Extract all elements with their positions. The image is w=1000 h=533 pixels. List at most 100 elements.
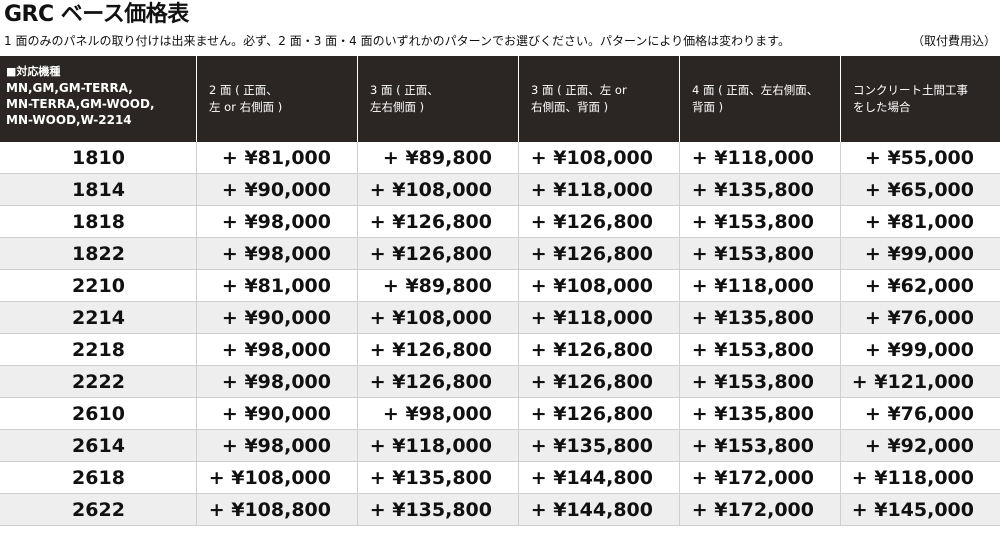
model-cell: 1810 xyxy=(0,142,196,174)
header-line: コンクリート土間工事 xyxy=(853,83,968,97)
header-concrete: コンクリート土間工事 をした場合 xyxy=(840,56,1000,142)
table-row: 2218 + ¥98,000 + ¥126,800 + ¥126,800 + ¥153,… xyxy=(0,334,1000,366)
price-3-faces-lr: + ¥126,800 xyxy=(357,206,518,238)
header-models-line: MN,GM,GM-TERRA, xyxy=(6,81,133,95)
header-row: ■対応機種 MN,GM,GM-TERRA, MN-TERRA,GM-WOOD, … xyxy=(0,56,1000,142)
model-cell: 2614 xyxy=(0,430,196,462)
price-4-faces: + ¥118,000 xyxy=(679,142,840,174)
price-3-faces-back: + ¥144,800 xyxy=(518,494,679,526)
table-row: 2222 + ¥98,000 + ¥126,800 + ¥126,800 + ¥153,… xyxy=(0,366,1000,398)
price-concrete: + ¥62,000 xyxy=(840,270,1000,302)
price-3-faces-back: + ¥118,000 xyxy=(518,174,679,206)
price-2-faces: + ¥90,000 xyxy=(196,174,357,206)
price-concrete: + ¥76,000 xyxy=(840,398,1000,430)
price-3-faces-lr: + ¥135,800 xyxy=(357,462,518,494)
header-3-faces-back: 3 面 ( 正面、左 or 右側面、背面 ) xyxy=(518,56,679,142)
price-concrete: + ¥145,000 xyxy=(840,494,1000,526)
price-4-faces: + ¥153,800 xyxy=(679,238,840,270)
price-concrete: + ¥76,000 xyxy=(840,302,1000,334)
price-concrete: + ¥65,000 xyxy=(840,174,1000,206)
price-2-faces: + ¥108,800 xyxy=(196,494,357,526)
price-2-faces: + ¥81,000 xyxy=(196,270,357,302)
table-row: 1818 + ¥98,000 + ¥126,800 + ¥126,800 + ¥153,… xyxy=(0,206,1000,238)
price-3-faces-back: + ¥126,800 xyxy=(518,398,679,430)
price-4-faces: + ¥135,800 xyxy=(679,302,840,334)
price-2-faces: + ¥108,000 xyxy=(196,462,357,494)
price-4-faces: + ¥153,800 xyxy=(679,366,840,398)
header-line: 2 面 ( 正面、 xyxy=(209,83,278,97)
price-3-faces-back: + ¥126,800 xyxy=(518,238,679,270)
price-3-faces-back: + ¥126,800 xyxy=(518,334,679,366)
note-tax-label: （取付費用込） xyxy=(911,34,996,48)
price-concrete: + ¥81,000 xyxy=(840,206,1000,238)
model-cell: 1818 xyxy=(0,206,196,238)
page-title: GRC ベース価格表 xyxy=(4,2,189,27)
model-cell: 2618 xyxy=(0,462,196,494)
price-4-faces: + ¥153,800 xyxy=(679,430,840,462)
model-cell: 2610 xyxy=(0,398,196,430)
model-cell: 2222 xyxy=(0,366,196,398)
price-2-faces: + ¥98,000 xyxy=(196,334,357,366)
model-cell: 1814 xyxy=(0,174,196,206)
table-row: 1822 + ¥98,000 + ¥126,800 + ¥126,800 + ¥153,… xyxy=(0,238,1000,270)
header-line: 左 or 右側面 ) xyxy=(209,100,283,114)
price-4-faces: + ¥153,800 xyxy=(679,334,840,366)
price-2-faces: + ¥98,000 xyxy=(196,238,357,270)
price-concrete: + ¥55,000 xyxy=(840,142,1000,174)
model-cell: 2210 xyxy=(0,270,196,302)
price-4-faces: + ¥118,000 xyxy=(679,270,840,302)
price-2-faces: + ¥98,000 xyxy=(196,366,357,398)
header-line: 左右側面 ) xyxy=(370,100,425,114)
model-cell: 2218 xyxy=(0,334,196,366)
table-row: 2614 + ¥98,000 + ¥118,000 + ¥135,800 + ¥153,… xyxy=(0,430,1000,462)
price-3-faces-lr: + ¥126,800 xyxy=(357,238,518,270)
header-line: 4 面 ( 正面、左右側面、 xyxy=(692,83,819,97)
price-2-faces: + ¥98,000 xyxy=(196,206,357,238)
price-3-faces-back: + ¥126,800 xyxy=(518,206,679,238)
model-cell: 1822 xyxy=(0,238,196,270)
note-main: 1 面のみのパネルの取り付けは出来ません。必ず、2 面・3 面・4 面のいずれか… xyxy=(4,34,790,48)
table-row: 2622 + ¥108,800 + ¥135,800 + ¥144,800 + ¥172… xyxy=(0,494,1000,526)
header-models-label: ■対応機種 xyxy=(6,65,61,78)
table-row: 2210 + ¥81,000 + ¥89,800 + ¥108,000 + ¥118,0… xyxy=(0,270,1000,302)
price-4-faces: + ¥172,000 xyxy=(679,462,840,494)
model-cell: 2622 xyxy=(0,494,196,526)
header-models: ■対応機種 MN,GM,GM-TERRA, MN-TERRA,GM-WOOD, … xyxy=(0,56,196,142)
header-3-faces-lr: 3 面 ( 正面、 左右側面 ) xyxy=(357,56,518,142)
price-3-faces-lr: + ¥89,800 xyxy=(357,270,518,302)
price-3-faces-back: + ¥108,000 xyxy=(518,142,679,174)
header-line: をした場合 xyxy=(853,100,911,114)
price-4-faces: + ¥153,800 xyxy=(679,206,840,238)
price-3-faces-lr: + ¥126,800 xyxy=(357,366,518,398)
price-3-faces-lr: + ¥98,000 xyxy=(357,398,518,430)
note-text: 1 面のみのパネルの取り付けは出来ません。必ず、2 面・3 面・4 面のいずれか… xyxy=(4,32,996,50)
table-row: 1810 + ¥81,000 + ¥89,800 + ¥108,000 + ¥118,0… xyxy=(0,142,1000,174)
price-2-faces: + ¥98,000 xyxy=(196,430,357,462)
price-3-faces-back: + ¥126,800 xyxy=(518,366,679,398)
price-concrete: + ¥99,000 xyxy=(840,334,1000,366)
model-cell: 2214 xyxy=(0,302,196,334)
table-row: 2610 + ¥90,000 + ¥98,000 + ¥126,800 + ¥135,8… xyxy=(0,398,1000,430)
price-3-faces-back: + ¥135,800 xyxy=(518,430,679,462)
header-line: 3 面 ( 正面、左 or xyxy=(531,83,627,97)
price-4-faces: + ¥135,800 xyxy=(679,174,840,206)
price-3-faces-lr: + ¥89,800 xyxy=(357,142,518,174)
price-3-faces-lr: + ¥135,800 xyxy=(357,494,518,526)
price-2-faces: + ¥90,000 xyxy=(196,302,357,334)
price-3-faces-lr: + ¥108,000 xyxy=(357,302,518,334)
header-line: 右側面、背面 ) xyxy=(531,100,609,114)
price-2-faces: + ¥90,000 xyxy=(196,398,357,430)
price-concrete: + ¥92,000 xyxy=(840,430,1000,462)
price-concrete: + ¥118,000 xyxy=(840,462,1000,494)
price-3-faces-lr: + ¥126,800 xyxy=(357,334,518,366)
table-row: 2618 + ¥108,000 + ¥135,800 + ¥144,800 + ¥172… xyxy=(0,462,1000,494)
header-4-faces: 4 面 ( 正面、左右側面、 背面 ) xyxy=(679,56,840,142)
header-models-line: MN-TERRA,GM-WOOD, xyxy=(6,97,155,111)
price-table: ■対応機種 MN,GM,GM-TERRA, MN-TERRA,GM-WOOD, … xyxy=(0,56,1000,526)
price-2-faces: + ¥81,000 xyxy=(196,142,357,174)
price-concrete: + ¥121,000 xyxy=(840,366,1000,398)
price-4-faces: + ¥172,000 xyxy=(679,494,840,526)
header-2-faces: 2 面 ( 正面、 左 or 右側面 ) xyxy=(196,56,357,142)
table-body: 1810 + ¥81,000 + ¥89,800 + ¥108,000 + ¥118,0… xyxy=(0,142,1000,526)
header-models-line: MN-WOOD,W-2214 xyxy=(6,113,132,127)
